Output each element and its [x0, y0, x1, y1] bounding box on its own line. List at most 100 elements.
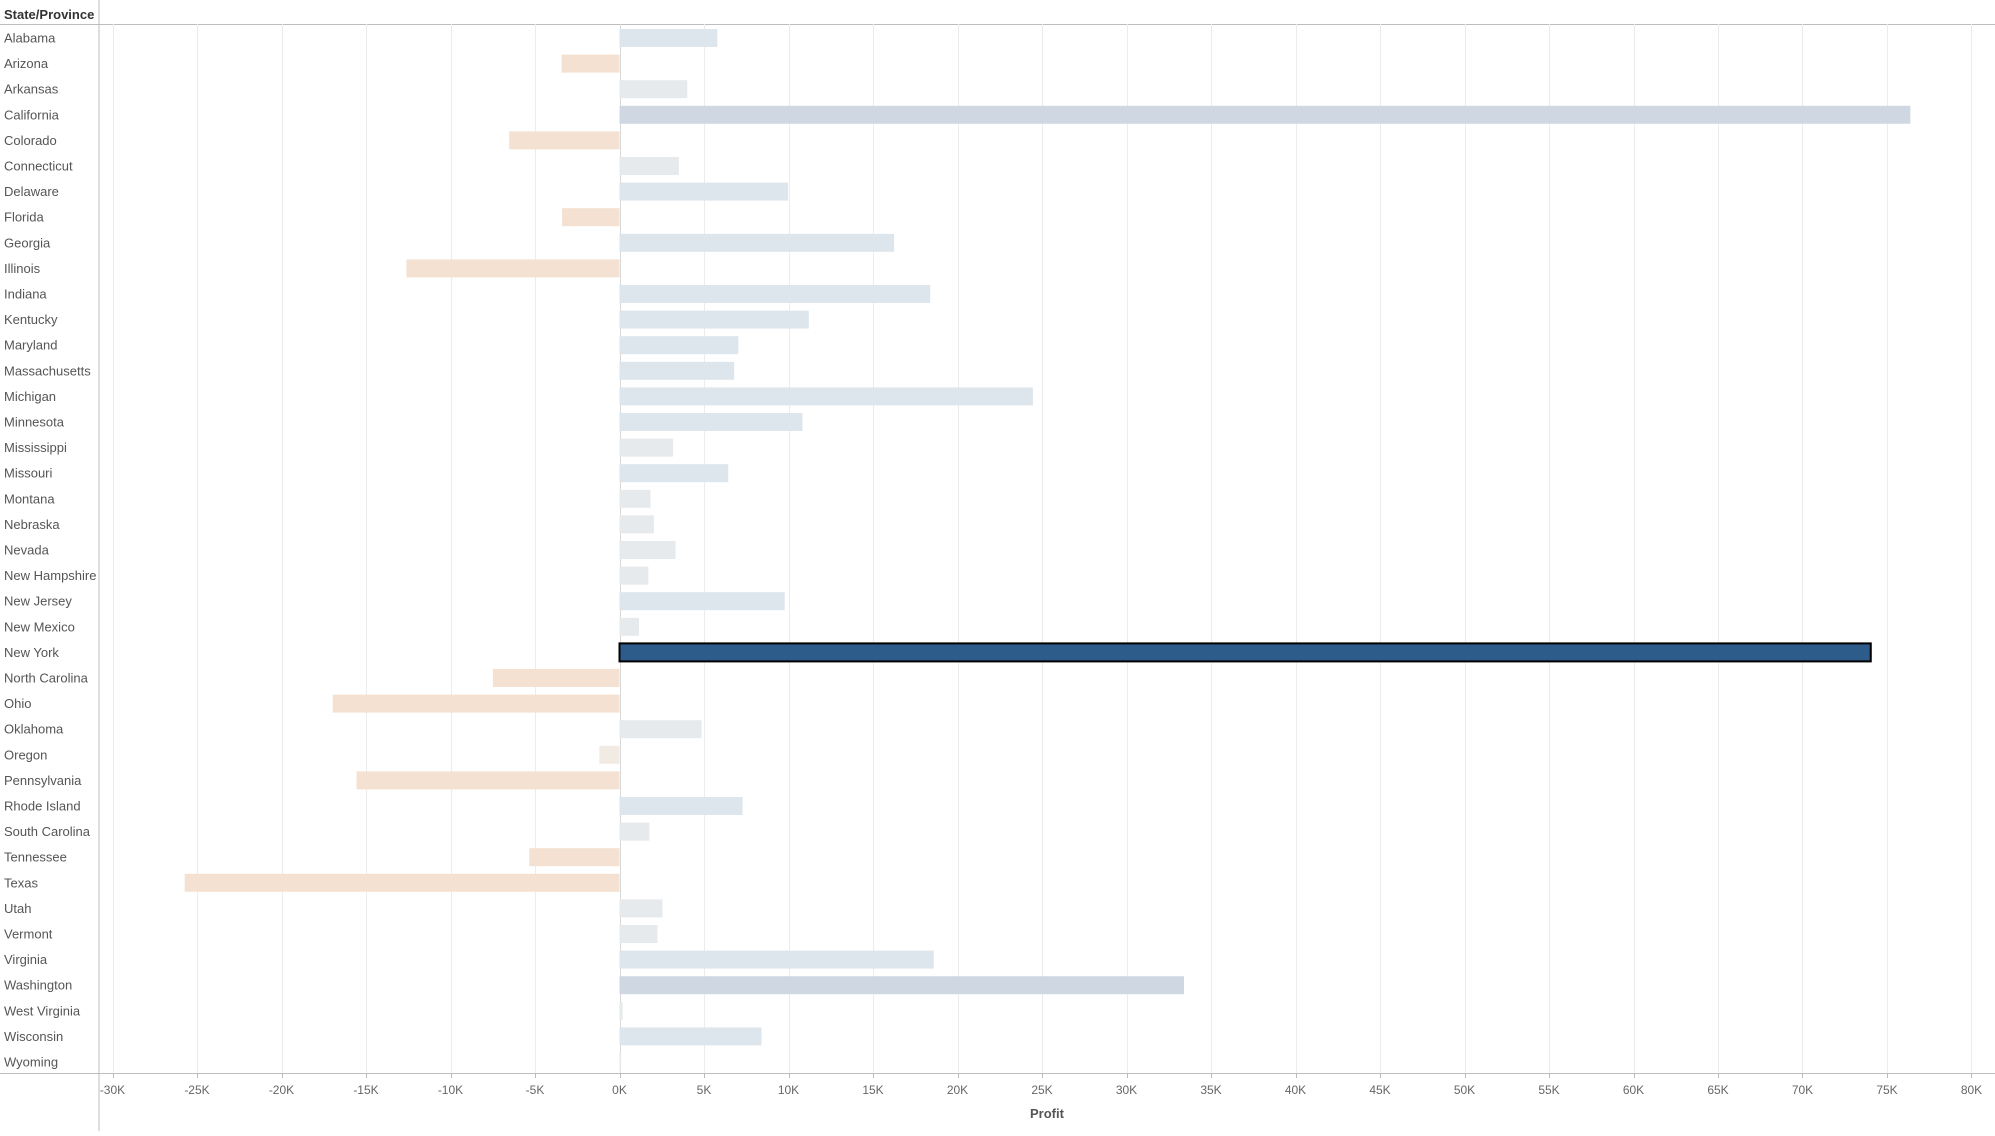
row-label: Utah — [4, 901, 31, 916]
x-tick-label: 55K — [1538, 1083, 1559, 1097]
bar-illinois[interactable] — [406, 259, 620, 278]
bar-wyoming[interactable] — [619, 1053, 622, 1071]
bar-new-jersey[interactable] — [619, 592, 785, 611]
row-label: Pennsylvania — [4, 773, 82, 788]
bar-delaware[interactable] — [619, 182, 789, 201]
bar-massachusetts[interactable] — [619, 361, 735, 380]
bar-michigan[interactable] — [619, 387, 1033, 406]
x-tick-label: 65K — [1707, 1083, 1728, 1097]
bar-georgia[interactable] — [619, 233, 895, 252]
bar-vermont[interactable] — [619, 925, 658, 943]
row-label: Missouri — [4, 466, 53, 481]
bar-kentucky[interactable] — [619, 310, 809, 329]
bar-minnesota[interactable] — [619, 413, 803, 431]
bar-florida[interactable] — [562, 208, 620, 227]
bar-oklahoma[interactable] — [619, 720, 702, 739]
row-label: Delaware — [4, 184, 59, 199]
row-label: California — [4, 107, 60, 122]
x-tick-label: 80K — [1961, 1083, 1982, 1097]
bar-new-mexico[interactable] — [619, 617, 640, 636]
bar-south-carolina[interactable] — [619, 822, 650, 841]
x-tick-label: -25K — [184, 1083, 209, 1097]
bar-north-carolina[interactable] — [492, 669, 620, 687]
bar-texas[interactable] — [184, 873, 620, 892]
row-label: Wisconsin — [4, 1029, 63, 1044]
bar-new-hampshire[interactable] — [619, 566, 649, 585]
bars — [184, 29, 1911, 1071]
bar-new-york[interactable] — [618, 642, 1872, 663]
bar-pennsylvania[interactable] — [356, 771, 620, 790]
row-label: Wyoming — [4, 1055, 58, 1070]
x-tick-label: -10K — [438, 1083, 463, 1097]
x-tick-label: 35K — [1200, 1083, 1221, 1097]
row-label: North Carolina — [4, 671, 89, 686]
row-label: New Mexico — [4, 619, 75, 634]
row-label: Georgia — [4, 235, 51, 250]
row-label: New Jersey — [4, 594, 72, 609]
x-tick-label: 45K — [1369, 1083, 1390, 1097]
x-tick-label: 5K — [697, 1083, 712, 1097]
row-label: Connecticut — [4, 159, 73, 174]
bar-west-virginia[interactable] — [619, 1001, 623, 1020]
row-label: Alabama — [4, 31, 56, 46]
x-tick-label: 75K — [1876, 1083, 1897, 1097]
bar-montana[interactable] — [619, 489, 651, 508]
row-label: West Virginia — [4, 1003, 81, 1018]
bar-indiana[interactable] — [619, 285, 931, 303]
x-tick-label: -15K — [353, 1083, 378, 1097]
x-tick-label: 0K — [612, 1083, 627, 1097]
bar-nebraska[interactable] — [619, 515, 654, 534]
bar-utah[interactable] — [619, 899, 663, 918]
bar-nevada[interactable] — [619, 541, 676, 559]
bar-tennessee[interactable] — [529, 848, 620, 867]
bar-rhode-island[interactable] — [619, 797, 743, 815]
x-tick-label: 40K — [1285, 1083, 1306, 1097]
x-axis-title: Profit — [1030, 1106, 1065, 1121]
row-label: Nebraska — [4, 517, 60, 532]
x-tick-label: 60K — [1623, 1083, 1644, 1097]
x-tick-label: 70K — [1792, 1083, 1813, 1097]
bar-maryland[interactable] — [619, 336, 739, 355]
row-label: Oklahoma — [4, 722, 64, 737]
row-header: State/Province — [4, 7, 94, 22]
x-tick-label: 20K — [947, 1083, 968, 1097]
row-labels: Alabama Arizona Arkansas California Colorado… — [4, 31, 96, 1070]
row-label: Florida — [4, 210, 45, 225]
x-tick-label: 30K — [1116, 1083, 1137, 1097]
row-label: South Carolina — [4, 824, 91, 839]
bar-arizona[interactable] — [561, 54, 620, 73]
row-label: Tennessee — [4, 850, 67, 865]
row-label: Maryland — [4, 338, 57, 353]
bar-oregon[interactable] — [599, 745, 620, 764]
bar-missouri[interactable] — [619, 464, 729, 483]
row-label: Virginia — [4, 952, 48, 967]
bar-colorado[interactable] — [509, 131, 620, 150]
bar-virginia[interactable] — [619, 950, 934, 969]
bar-california[interactable] — [619, 105, 1911, 124]
row-label: Indiana — [4, 287, 47, 302]
bar-connecticut[interactable] — [619, 157, 679, 175]
row-label: Mississippi — [4, 440, 67, 455]
bar-washington[interactable] — [619, 976, 1185, 995]
row-label: Montana — [4, 491, 55, 506]
bar-arkansas[interactable] — [619, 80, 688, 99]
row-label: Washington — [4, 978, 72, 993]
bar-alabama[interactable] — [619, 29, 718, 47]
x-tick-label: -20K — [269, 1083, 294, 1097]
x-tick-label: -5K — [526, 1083, 545, 1097]
x-tick-label: 15K — [862, 1083, 883, 1097]
row-label: New Hampshire — [4, 568, 96, 583]
row-label: Illinois — [4, 261, 41, 276]
bar-ohio[interactable] — [332, 694, 620, 713]
bar-mississippi[interactable] — [619, 438, 674, 457]
x-tick-label: 25K — [1031, 1083, 1052, 1097]
row-label: Ohio — [4, 696, 31, 711]
row-label: Michigan — [4, 389, 56, 404]
bar-wisconsin[interactable] — [619, 1027, 762, 1046]
row-label: Massachusetts — [4, 363, 91, 378]
row-label: Minnesota — [4, 415, 65, 430]
row-label: Rhode Island — [4, 799, 81, 814]
x-tick-label: 10K — [778, 1083, 799, 1097]
